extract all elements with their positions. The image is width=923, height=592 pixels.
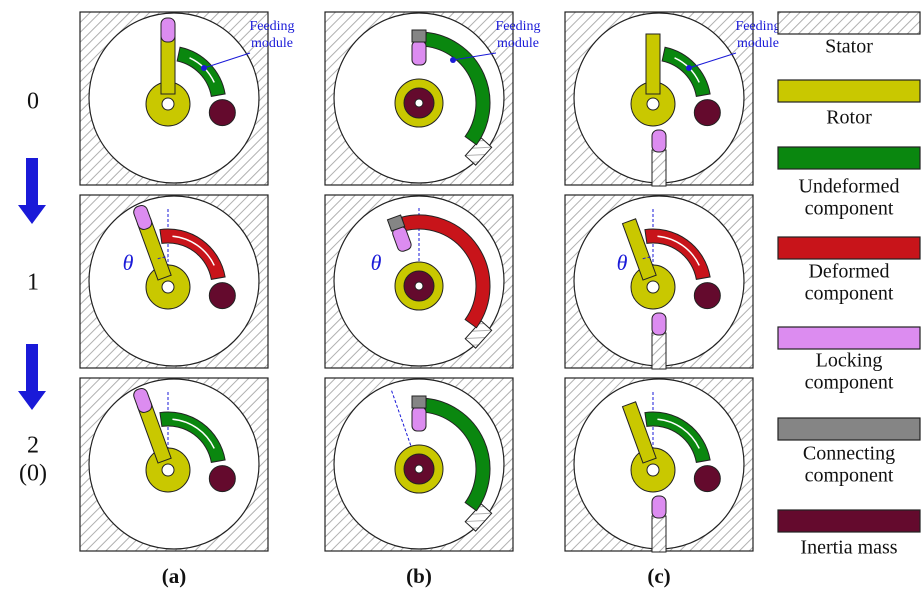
inertia-mass: [209, 100, 235, 126]
legend-swatch: [778, 80, 920, 102]
legend-swatch: [778, 147, 920, 169]
leader-dot: [201, 65, 207, 71]
panel: [565, 378, 753, 552]
legend-label: Rotor: [826, 107, 872, 129]
feeding-label: module: [497, 36, 539, 51]
inertia-mass: [694, 283, 720, 309]
row-label: (0): [19, 461, 47, 487]
legend-swatch: [778, 327, 920, 349]
legend-label: Stator: [825, 36, 873, 58]
feeding-label: Feeding: [495, 19, 540, 34]
row-label: 1: [27, 270, 39, 296]
panel: [325, 378, 513, 551]
feeding-label: module: [737, 36, 779, 51]
shaft-hole: [162, 281, 174, 293]
legend-label: Inertia mass: [800, 537, 897, 559]
shaft-hole: [415, 465, 423, 473]
legend-label: Undeformed: [798, 176, 899, 198]
leader-dot: [686, 65, 692, 71]
legend-swatch: [778, 12, 920, 34]
shaft-hole: [647, 464, 659, 476]
panel: [325, 12, 513, 185]
panel: [80, 12, 268, 185]
panel: [565, 12, 753, 186]
shaft-hole: [647, 281, 659, 293]
leader-dot: [450, 57, 456, 63]
column-label: (a): [162, 564, 187, 588]
stator-slot: [652, 333, 666, 369]
legend-label: Locking: [816, 350, 883, 372]
row-label: 2: [27, 433, 39, 459]
arm: [412, 396, 426, 431]
feeding-label: module: [251, 36, 293, 51]
arm: [412, 30, 426, 65]
connecting-component: [412, 396, 426, 408]
legend-label: Deformed: [808, 261, 889, 283]
legend-label: Connecting: [803, 443, 895, 465]
inertia-mass: [209, 466, 235, 492]
locking-component: [412, 407, 426, 431]
legend-swatch: [778, 510, 920, 532]
rotor-arm: [646, 34, 660, 94]
rotor-arm: [161, 34, 175, 94]
locking-component: [412, 41, 426, 65]
shaft-hole: [647, 98, 659, 110]
legend-swatch: [778, 237, 920, 259]
theta-label: θ: [617, 250, 628, 275]
step-arrow: [18, 344, 46, 410]
figure: Feeding module Feeding module Feeding module θ…: [0, 0, 923, 592]
step-arrow: [18, 158, 46, 224]
arm: [646, 34, 660, 94]
column-label: (c): [647, 564, 670, 588]
panel: [565, 195, 753, 369]
panel: [80, 195, 268, 368]
stator-slot: [652, 516, 666, 552]
stator-slot: [652, 150, 666, 186]
inertia-mass: [209, 283, 235, 309]
shaft-hole: [415, 282, 423, 290]
locking-component: [652, 130, 666, 152]
inertia-mass: [694, 100, 720, 126]
legend-label: component: [805, 465, 894, 487]
locking-component: [161, 18, 175, 42]
legend-label: component: [805, 198, 894, 220]
inertia-mass: [694, 466, 720, 492]
legend-label: component: [805, 283, 894, 305]
panel: [325, 195, 513, 368]
row-label: 0: [27, 89, 39, 115]
locking-component: [652, 496, 666, 518]
connecting-component: [412, 30, 426, 42]
panel: [80, 378, 268, 551]
feeding-label: Feeding: [735, 19, 780, 34]
column-label: (b): [406, 564, 432, 588]
locking-component: [652, 313, 666, 335]
theta-label: θ: [123, 250, 134, 275]
shaft-hole: [162, 464, 174, 476]
shaft-hole: [162, 98, 174, 110]
feeding-label: Feeding: [249, 19, 294, 34]
legend-label: component: [805, 372, 894, 394]
theta-label: θ: [371, 250, 382, 275]
shaft-hole: [415, 99, 423, 107]
arm: [161, 18, 175, 94]
legend-swatch: [778, 418, 920, 440]
